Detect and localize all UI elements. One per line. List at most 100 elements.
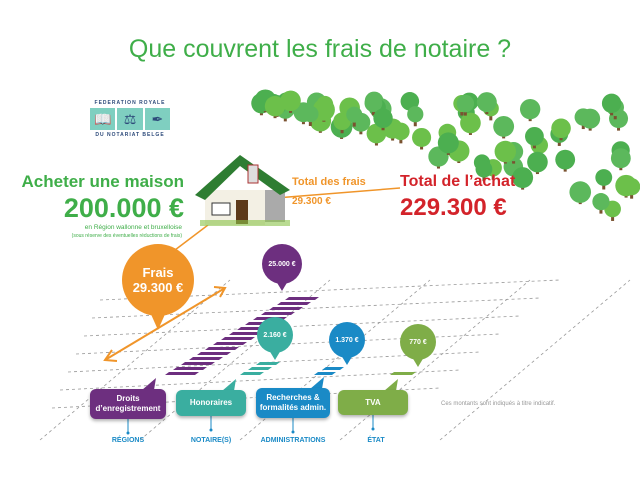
purchase-note-reserve: (sous réserve des éventuelles réductions…	[71, 233, 182, 239]
bar-stripe	[269, 307, 303, 310]
purchase-note: en Région wallonne et bruxelloise	[84, 224, 182, 231]
tree-icon	[364, 94, 383, 113]
label-tva: TVA	[338, 390, 408, 415]
forest-illustration	[251, 89, 640, 221]
grid-line	[239, 279, 431, 441]
tree-icon	[610, 148, 631, 169]
book-icon: 📖	[90, 108, 116, 130]
tree-trunk	[399, 137, 403, 144]
recipient-administrations: ADMINISTRATIONS	[260, 437, 326, 444]
double-arrow-icon	[103, 286, 227, 362]
box-tail	[142, 378, 156, 390]
disclaimer: Ces montants sont indiqués à titre indic…	[441, 401, 556, 407]
box-tail	[384, 379, 398, 391]
tree-trunk	[602, 183, 606, 190]
tree-icon	[527, 151, 548, 173]
grid-line	[51, 387, 441, 409]
bar-stripe	[213, 342, 247, 345]
tree-icon	[346, 106, 363, 123]
tree-icon	[302, 105, 319, 123]
bar-stripe	[189, 357, 223, 360]
bar-stripe	[277, 302, 311, 305]
box-tail	[222, 379, 236, 391]
logo: FEDERATION ROYALE 📖 ⚖ ✒ DU NOTARIAT BELG…	[90, 100, 170, 138]
tree-icon	[525, 126, 544, 146]
bubble-tail	[150, 312, 166, 330]
bar-recherches	[314, 367, 344, 375]
tree-icon	[437, 132, 459, 154]
connector-dot-icon	[126, 431, 130, 435]
tree-icon	[475, 160, 493, 178]
amount-bubble-tva: 770 €	[400, 324, 436, 360]
tree-icon	[476, 92, 497, 113]
tree-icon	[555, 149, 576, 170]
tree-trunk	[463, 109, 467, 116]
tree-icon	[512, 167, 534, 189]
grid-line	[339, 279, 531, 441]
bar-stripe	[285, 297, 319, 300]
total-connector	[275, 187, 401, 199]
tree-icon	[551, 118, 571, 139]
fees-bars	[165, 297, 416, 375]
tree-icon	[519, 98, 541, 120]
purchase-heading: Acheter une maison	[21, 172, 185, 191]
amount-bubble-honoraires: 2.160 €	[257, 317, 293, 353]
tree-icon	[366, 123, 387, 144]
tree-trunk	[308, 119, 312, 126]
house-icon	[195, 155, 290, 226]
tree-icon	[412, 127, 432, 148]
connector-dot-icon	[371, 427, 375, 431]
grid-line	[99, 279, 561, 301]
tree-trunk	[581, 123, 585, 130]
bar-stripe	[165, 372, 199, 375]
tree-trunk	[611, 214, 615, 221]
total-purchase-label: Total de l’achat	[400, 173, 516, 190]
bar-stripe	[256, 362, 280, 365]
total-purchase-value: 229.300 €	[400, 194, 507, 221]
tree-trunk	[557, 139, 561, 146]
bar-stripe	[390, 372, 416, 375]
bar-stripe	[248, 367, 272, 370]
tree-trunk	[613, 113, 617, 120]
bar-stripe	[261, 312, 295, 315]
tree-icon	[595, 169, 613, 186]
tree-trunk	[482, 175, 486, 182]
tree-trunk	[340, 127, 344, 134]
tree-icon	[264, 95, 286, 117]
connector-dot-icon	[209, 428, 213, 432]
label-droits: Droits d’enregistrement	[90, 389, 166, 419]
tree-icon	[569, 181, 592, 203]
bar-stripe	[173, 367, 207, 370]
tree-trunk	[413, 120, 417, 127]
connector-dot-icon	[291, 430, 295, 434]
purchase-price: 200.000 €	[63, 193, 184, 223]
recipient-etat: ÉTAT	[367, 437, 385, 444]
tree-icon	[494, 140, 517, 163]
pen-icon: ✒	[144, 108, 170, 130]
amount-bubble-droits: 25.000 €	[262, 244, 302, 284]
tree-icon	[493, 116, 515, 137]
total-fees-label: Total des frais	[292, 176, 366, 188]
grid-line	[83, 315, 521, 337]
tree-trunk	[489, 114, 493, 121]
bar-stripe	[221, 337, 255, 340]
fees-bubble: Frais 29.300 €	[122, 244, 194, 316]
grid-line	[59, 369, 461, 391]
bar-stripe	[314, 372, 336, 375]
box-tail	[310, 377, 324, 389]
tree-icon	[400, 92, 420, 111]
bar-stripe	[197, 352, 231, 355]
bar-tva	[390, 372, 416, 375]
total-fees-value: 29.300 €	[292, 196, 331, 207]
house-connector	[174, 224, 209, 251]
recipient-regions: RÉGIONS	[111, 437, 145, 444]
bar-stripe	[229, 332, 263, 335]
bar-stripe	[322, 367, 344, 370]
fees-bubble-value: 29.300 €	[132, 280, 184, 295]
fees-bubble-label: Frais	[142, 265, 174, 280]
tree-icon	[592, 193, 610, 211]
label-recherches: Recherches & formalités admin.	[256, 388, 330, 418]
label-honoraires: Honoraires	[176, 390, 246, 416]
tree-icon	[407, 106, 424, 123]
tree-icon	[622, 178, 640, 196]
